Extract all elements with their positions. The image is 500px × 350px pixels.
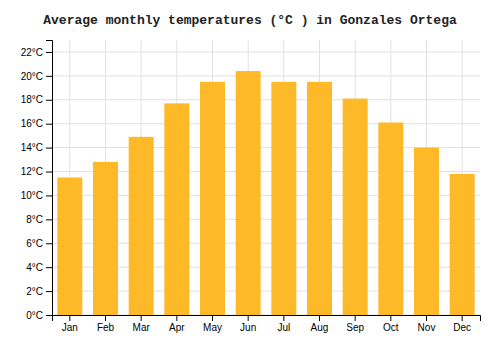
x-tick: Sep <box>346 315 364 333</box>
y-tick-label: 16°C <box>21 118 43 129</box>
x-tick: Jun <box>240 315 256 333</box>
chart: 0°C 2°C 4°C 6°C 8°C 10°C 12°C 14°C 16°C 18°C 20°C 2… <box>0 0 500 350</box>
y-tick: 0°C <box>26 310 52 321</box>
x-tick-mark <box>355 315 356 321</box>
grid-line-y <box>52 99 480 100</box>
y-tick-label: 20°C <box>21 71 43 82</box>
y-tick: 12°C <box>21 166 52 177</box>
y-tick-label: 8°C <box>26 214 43 225</box>
grid-line-y <box>52 75 480 76</box>
y-tick-mark <box>46 148 52 149</box>
y-tick-mark <box>46 267 52 268</box>
x-tick: Apr <box>169 315 185 333</box>
y-tick-label: 12°C <box>21 166 43 177</box>
x-tick-label: Nov <box>418 322 436 333</box>
x-tick: Mar <box>133 315 151 333</box>
bar <box>200 82 225 315</box>
x-tick-label: Sep <box>346 322 364 333</box>
y-tick-label: 22°C <box>21 47 43 58</box>
y-tick: 22°C <box>21 47 52 58</box>
x-tick-mark <box>319 315 320 321</box>
bar <box>450 174 475 315</box>
x-tick: Aug <box>311 315 329 333</box>
x-tick-mark <box>69 315 70 321</box>
x-tick-label: Aug <box>311 322 329 333</box>
x-tick-label: Oct <box>383 322 399 333</box>
grid <box>52 40 480 315</box>
x-tick-mark <box>176 315 177 321</box>
x-axis: Jan Feb Mar Apr May Jun Jul Aug Sep Oct Nov Dec <box>53 315 481 333</box>
y-tick: 8°C <box>26 214 52 225</box>
bar <box>307 82 332 315</box>
bar <box>236 71 261 315</box>
bar <box>271 82 296 315</box>
x-tick-label: Feb <box>97 322 115 333</box>
x-tick-label: Dec <box>453 322 471 333</box>
y-tick: 2°C <box>26 286 52 297</box>
x-tick-mark <box>141 315 142 321</box>
bar <box>164 103 189 315</box>
y-tick: 18°C <box>21 94 52 105</box>
y-tick-label: 10°C <box>21 190 43 201</box>
y-tick-label: 2°C <box>26 286 43 297</box>
x-tick: Oct <box>383 315 399 333</box>
x-tick-label: Mar <box>133 322 151 333</box>
x-tick-label: Apr <box>169 322 185 333</box>
x-axis-line <box>53 316 481 322</box>
y-tick: 16°C <box>21 118 52 129</box>
title: Average monthly temperatures (°C ) in Go… <box>43 13 457 28</box>
y-axis: 0°C 2°C 4°C 6°C 8°C 10°C 12°C 14°C 16°C 18°C 20°C 2… <box>21 41 53 321</box>
bar <box>57 178 82 316</box>
y-tick: 6°C <box>26 238 52 249</box>
y-tick-label: 0°C <box>26 310 43 321</box>
grid-line-y <box>52 123 480 124</box>
y-tick-label: 4°C <box>26 262 43 273</box>
y-tick-mark <box>46 76 52 77</box>
y-tick-mark <box>46 100 52 101</box>
y-tick: 10°C <box>21 190 52 201</box>
bar <box>93 162 118 315</box>
x-tick: May <box>203 315 222 333</box>
x-tick: Feb <box>97 315 115 333</box>
bar <box>378 123 403 316</box>
y-tick-mark <box>46 52 52 53</box>
bar <box>343 99 368 315</box>
bar <box>129 137 154 315</box>
y-tick-mark <box>46 243 52 244</box>
y-tick-mark <box>46 315 52 316</box>
x-tick-mark <box>283 315 284 321</box>
x-tick-label: Jul <box>277 322 290 333</box>
y-tick: 20°C <box>21 71 52 82</box>
y-tick-mark <box>46 124 52 125</box>
x-tick-label: Jan <box>62 322 78 333</box>
x-tick-mark <box>426 315 427 321</box>
x-tick-mark <box>212 315 213 321</box>
y-tick-mark <box>46 195 52 196</box>
y-tick-mark <box>46 291 52 292</box>
x-tick-mark <box>462 315 463 321</box>
x-tick-mark <box>105 315 106 321</box>
y-tick: 4°C <box>26 262 52 273</box>
y-tick-label: 14°C <box>21 142 43 153</box>
grid-line-y <box>52 51 480 52</box>
x-tick: Jan <box>62 315 78 333</box>
y-tick-mark <box>46 172 52 173</box>
y-tick-label: 6°C <box>26 238 43 249</box>
y-tick-mark <box>46 219 52 220</box>
x-tick: Dec <box>453 315 471 333</box>
x-tick-label: May <box>203 322 222 333</box>
y-tick-label: 18°C <box>21 94 43 105</box>
plot: 0°C 2°C 4°C 6°C 8°C 10°C 12°C 14°C 16°C 18°C 20°C 2… <box>21 40 481 333</box>
x-tick: Jul <box>277 315 290 333</box>
x-tick-mark <box>248 315 249 321</box>
x-tick-mark <box>390 315 391 321</box>
bars <box>57 71 474 315</box>
y-tick: 14°C <box>21 142 52 153</box>
y-axis-line <box>46 41 53 316</box>
x-tick-label: Jun <box>240 322 256 333</box>
bar <box>414 148 439 315</box>
x-tick: Nov <box>418 315 436 333</box>
